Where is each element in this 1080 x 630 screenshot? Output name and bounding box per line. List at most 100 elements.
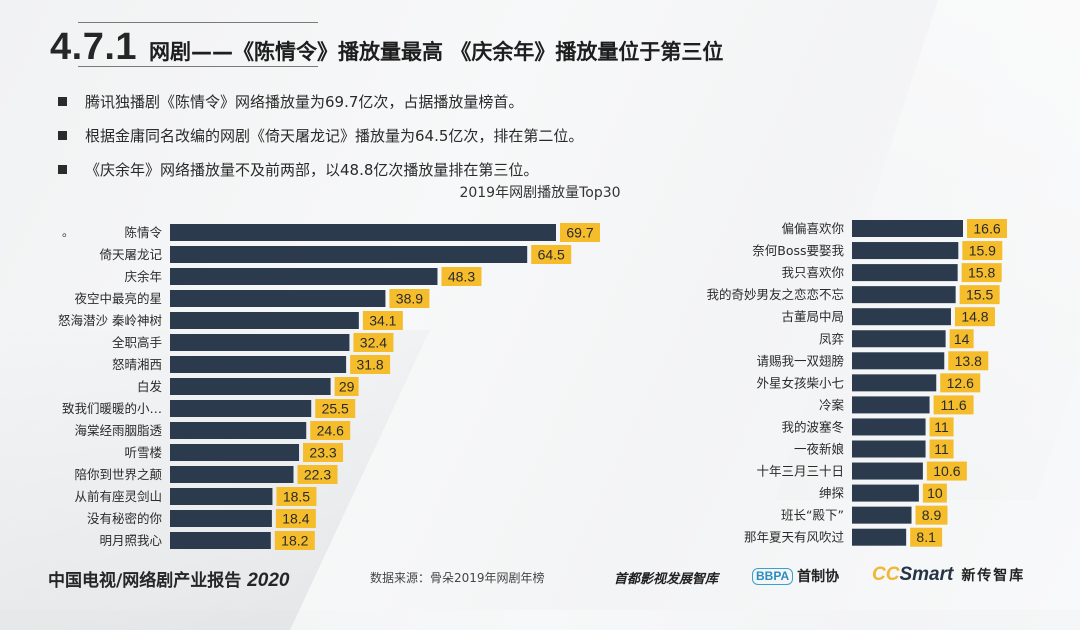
bullet-text: 腾讯独播剧《陈情令》网络播放量为69.7亿次，占据播放量榜首。 bbox=[85, 92, 524, 111]
category-label: 海棠经雨胭脂透 bbox=[74, 423, 162, 438]
value-label: 16.6 bbox=[973, 221, 1000, 237]
category-label: 明月照我心 bbox=[99, 533, 162, 548]
title-bottom-rule bbox=[78, 66, 318, 67]
value-label-bg bbox=[959, 285, 1000, 305]
category-label: 从前有座灵剑山 bbox=[74, 489, 162, 504]
chart-title: 2019年网剧播放量Top30 bbox=[459, 185, 621, 201]
value-label: 14.8 bbox=[961, 309, 988, 325]
category-label: 冷案 bbox=[819, 397, 845, 412]
bar bbox=[852, 374, 937, 392]
category-label: 绅探 bbox=[819, 486, 845, 501]
value-label-bg bbox=[929, 417, 954, 437]
bar bbox=[170, 444, 300, 461]
value-label: 32.4 bbox=[360, 335, 387, 351]
bar bbox=[852, 462, 923, 480]
page-title: 网剧——《陈情令》播放量最高 《庆余年》播放量位于第三位 bbox=[149, 40, 724, 64]
value-label-bg bbox=[275, 509, 316, 528]
category-label: 全职高手 bbox=[112, 335, 162, 350]
category-label: 我的奇妙男友之恋恋不忘 bbox=[706, 287, 844, 302]
value-label-bg bbox=[350, 355, 391, 374]
value-label-bg bbox=[948, 351, 989, 371]
value-label-bg bbox=[297, 465, 338, 484]
logo-ccsmart: CC Smart 新传智库 bbox=[872, 564, 1025, 586]
value-label-bg bbox=[310, 421, 351, 440]
bar bbox=[170, 532, 271, 549]
bar bbox=[170, 268, 438, 285]
logo-ccsmart-text: 新传智库 bbox=[961, 568, 1026, 584]
value-label: 22.3 bbox=[304, 467, 331, 483]
bar bbox=[852, 352, 945, 370]
square-bullet-icon bbox=[58, 164, 67, 174]
bar bbox=[852, 528, 907, 546]
bar bbox=[852, 264, 958, 282]
section-number: 4.7.1 bbox=[50, 26, 138, 68]
square-bullet-icon bbox=[58, 96, 67, 106]
value-label: 15.9 bbox=[969, 243, 996, 259]
category-label: 古董局中局 bbox=[781, 309, 844, 324]
value-label-bg bbox=[961, 263, 1002, 283]
category-label: 凤弈 bbox=[819, 331, 844, 346]
value-label-bg bbox=[910, 527, 943, 547]
value-label: 64.5 bbox=[538, 247, 565, 263]
bar bbox=[852, 506, 912, 524]
category-label: 我的波塞冬 bbox=[781, 419, 844, 434]
bullet-item: 腾讯独播剧《陈情令》网络播放量为69.7亿次，占据播放量榜首。 bbox=[56, 84, 583, 118]
logo-capital-film-think-tank: 首都影视发展智库 bbox=[614, 572, 719, 587]
bar bbox=[170, 334, 350, 351]
value-label-bg bbox=[967, 219, 1007, 238]
logo-bbpa: BBPA 首制协 bbox=[752, 566, 839, 586]
value-label: 11 bbox=[934, 419, 949, 435]
value-label: 24.6 bbox=[317, 423, 344, 439]
chart-panel-rank-1-15: 陈情令 69.7 倚天屠龙记 64.5 庆余年 48.3 夜空中最亮的星 38.9 怒海潜沙 秦… bbox=[58, 223, 600, 550]
logo-smart-mark: Smart bbox=[899, 564, 954, 585]
category-label: 白发 bbox=[137, 379, 163, 394]
bullet-text: 《庆余年》网络播放量不及前两部，以48.8亿次播放量排在第三位。 bbox=[85, 160, 539, 179]
value-label: 18.5 bbox=[283, 489, 310, 505]
category-label: 奈何Boss要娶我 bbox=[752, 243, 844, 258]
value-label: 38.9 bbox=[396, 291, 423, 307]
value-label-bg bbox=[315, 399, 356, 418]
bar bbox=[852, 286, 956, 304]
category-label: 致我们暖暖的小… bbox=[62, 401, 162, 416]
value-label-bg bbox=[915, 505, 948, 525]
page-header: 4.7.1 网剧——《陈情令》播放量最高 《庆余年》播放量位于第三位 bbox=[50, 26, 723, 69]
value-label: 11.6 bbox=[940, 397, 966, 413]
value-label: 13.8 bbox=[955, 353, 982, 369]
value-label: 10 bbox=[927, 485, 943, 501]
category-label: 庆余年 bbox=[124, 269, 162, 284]
bar bbox=[852, 440, 926, 458]
category-label: 我只喜欢你 bbox=[781, 265, 844, 280]
bar bbox=[852, 484, 919, 502]
value-label: 48.3 bbox=[448, 269, 475, 285]
logo-cc-mark: CC bbox=[872, 564, 900, 585]
value-label-bg bbox=[441, 267, 482, 286]
value-label-bg bbox=[926, 461, 967, 481]
footer: 中国电视/网络剧产业报告 2020 数据来源：骨朵2019年网剧年榜 首都影视发展… bbox=[0, 564, 1080, 591]
value-label-bg bbox=[531, 245, 572, 264]
value-label: 14 bbox=[954, 331, 970, 347]
value-label: 12.6 bbox=[947, 375, 974, 391]
category-label: 请赐我一双翅膀 bbox=[756, 353, 844, 368]
bar bbox=[170, 488, 273, 505]
report-title-text: 中国电视/网络剧产业报告 bbox=[48, 571, 242, 591]
value-label: 8.9 bbox=[922, 507, 942, 523]
value-label-bg bbox=[274, 531, 315, 550]
bar bbox=[170, 378, 331, 395]
bar bbox=[170, 510, 272, 527]
value-label-bg bbox=[353, 333, 394, 352]
title-top-rule bbox=[78, 22, 318, 23]
value-label-bg bbox=[276, 487, 317, 506]
value-label: 29 bbox=[339, 379, 355, 395]
category-label: 倚天屠龙记 bbox=[99, 247, 162, 262]
value-label-bg bbox=[389, 289, 430, 308]
bar bbox=[852, 330, 946, 348]
value-label-bg bbox=[962, 241, 1003, 261]
value-label: 34.1 bbox=[369, 313, 396, 329]
bullet-item: 根据金庸同名改编的网剧《倚天屠龙记》播放量为64.5亿次，排在第二位。 bbox=[56, 118, 583, 152]
category-label: 那年夏天有风吹过 bbox=[744, 530, 845, 545]
value-label-bg bbox=[954, 307, 995, 327]
bar bbox=[170, 466, 294, 483]
category-label: 一夜新娘 bbox=[794, 442, 845, 457]
value-label-bg bbox=[303, 443, 344, 462]
bbpa-badge-icon: BBPA bbox=[752, 567, 794, 585]
